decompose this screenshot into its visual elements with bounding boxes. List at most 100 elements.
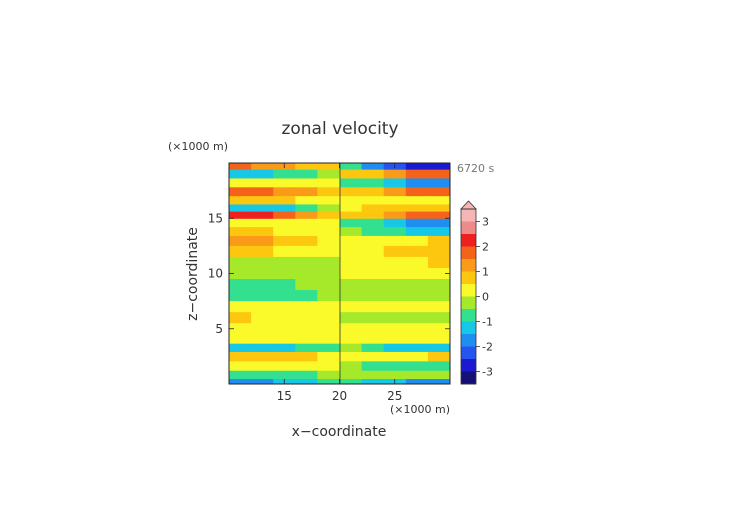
field-cell xyxy=(427,351,450,362)
field-cell xyxy=(295,227,318,237)
field-cell xyxy=(229,301,252,313)
field-cell xyxy=(317,163,341,171)
field-cell xyxy=(427,245,450,258)
field-cell xyxy=(405,361,429,372)
field-cell xyxy=(361,227,385,237)
field-cell xyxy=(405,351,429,362)
field-cell xyxy=(295,169,318,180)
field-cell xyxy=(339,256,363,269)
field-cell xyxy=(251,351,274,362)
field-cell xyxy=(317,196,341,206)
field-cell xyxy=(317,245,341,258)
field-cell xyxy=(361,279,385,291)
field-cell xyxy=(251,235,274,247)
field-cell xyxy=(229,163,252,171)
field-cell xyxy=(317,351,341,362)
field-cell xyxy=(251,334,274,345)
field-cell xyxy=(251,290,274,302)
field-cell xyxy=(405,301,429,313)
field-cell xyxy=(317,178,341,188)
field-cell xyxy=(427,187,450,197)
field-cell xyxy=(361,163,385,171)
field-cell xyxy=(295,256,318,269)
field-cell xyxy=(339,351,363,362)
field-cell xyxy=(405,323,429,335)
field-cell xyxy=(361,178,385,188)
field-cell xyxy=(251,279,274,291)
field-cell xyxy=(361,343,385,353)
field-cell xyxy=(339,301,363,313)
field-cell xyxy=(273,178,296,188)
field-cell xyxy=(317,187,341,197)
x-tick-label: 15 xyxy=(277,389,292,403)
colorbar-swatch xyxy=(461,346,476,360)
field-cell xyxy=(383,178,407,188)
colorbar-tick-label: -1 xyxy=(482,316,493,329)
field-cell xyxy=(251,178,274,188)
field-cell xyxy=(295,279,318,291)
field-cell xyxy=(339,245,363,258)
field-cell xyxy=(295,343,318,353)
field-cell xyxy=(339,361,363,372)
field-cell xyxy=(405,218,429,228)
field-cell xyxy=(317,361,341,372)
field-cell xyxy=(427,323,450,335)
field-cell xyxy=(361,351,385,362)
colorbar-tick-label: 2 xyxy=(482,241,489,254)
field-cell xyxy=(339,370,363,380)
field-cell xyxy=(405,343,429,353)
field-cell xyxy=(295,187,318,197)
field-cell xyxy=(295,323,318,335)
field-cell xyxy=(383,370,407,380)
field-cell xyxy=(273,334,296,345)
field-cell xyxy=(383,235,407,247)
colorbar-swatch xyxy=(461,246,476,260)
field-cell xyxy=(339,267,363,280)
field-cell xyxy=(361,187,385,197)
field-cell xyxy=(317,379,341,384)
field-cell xyxy=(295,196,318,206)
field-cell xyxy=(405,178,429,188)
colorbar-swatch xyxy=(461,309,476,322)
field-cell xyxy=(229,370,252,380)
field-cell xyxy=(405,204,429,213)
field-cell xyxy=(405,196,429,206)
field-cell xyxy=(317,290,341,302)
colorbar-swatch xyxy=(461,271,476,285)
field-cell xyxy=(273,343,296,353)
field-cell xyxy=(317,370,341,380)
field-cell xyxy=(273,235,296,247)
field-cell xyxy=(295,312,318,324)
field-cell xyxy=(295,235,318,247)
field-cell xyxy=(383,361,407,372)
field-cell xyxy=(361,245,385,258)
field-cell xyxy=(405,279,429,291)
field-cell xyxy=(273,245,296,258)
field-cell xyxy=(251,187,274,197)
field-cell xyxy=(339,178,363,188)
field-cell xyxy=(295,351,318,362)
field-cell xyxy=(405,211,429,220)
field-cell xyxy=(295,361,318,372)
field-cell xyxy=(295,370,318,380)
field-cell xyxy=(405,256,429,269)
field-cell xyxy=(273,196,296,206)
field-cell xyxy=(383,334,407,345)
field-cell xyxy=(383,351,407,362)
field-cell xyxy=(251,196,274,206)
field-cell xyxy=(229,351,252,362)
field-cell xyxy=(405,334,429,345)
field-cell xyxy=(317,267,341,280)
field-cell xyxy=(229,196,252,206)
field-cell xyxy=(229,256,252,269)
field-cell xyxy=(295,178,318,188)
colorbar-swatch xyxy=(461,209,476,222)
field-cell xyxy=(317,256,341,269)
field-cell xyxy=(361,196,385,206)
field-cell xyxy=(339,196,363,206)
field-cell xyxy=(339,187,363,197)
field-cell xyxy=(295,267,318,280)
field-cell xyxy=(427,279,450,291)
field-cell xyxy=(361,370,385,380)
